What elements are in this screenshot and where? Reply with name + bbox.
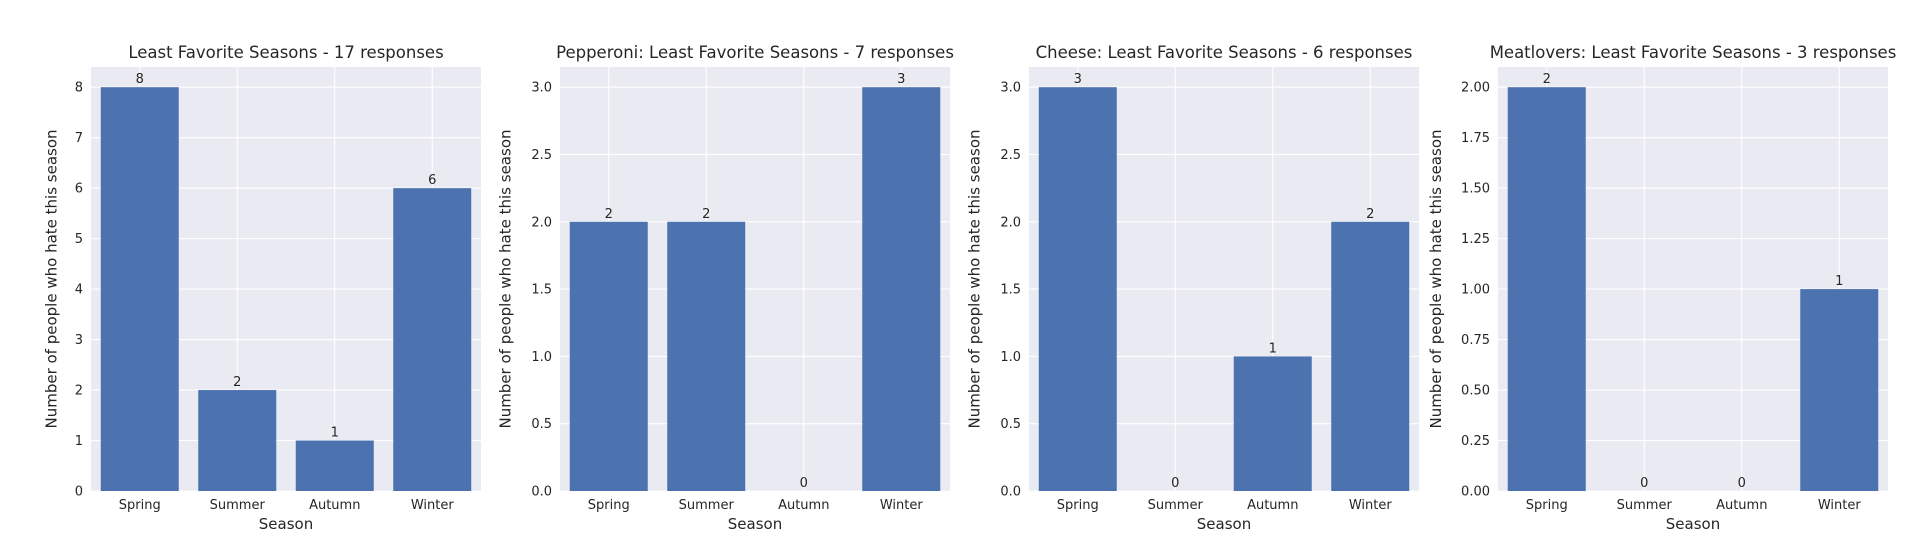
bar-autumn	[1233, 356, 1312, 491]
y-tick-label: 1	[75, 434, 83, 449]
x-tick-label: Summer	[210, 498, 266, 513]
y-tick-label: 0.00	[1461, 485, 1490, 500]
x-tick-label: Autumn	[309, 498, 360, 513]
y-axis-label: Number of people who hate this season	[966, 129, 984, 428]
data-label: 2	[605, 207, 613, 222]
y-tick-label: 1.50	[1461, 182, 1490, 197]
x-tick-label: Spring	[1057, 498, 1099, 513]
bar-winter	[862, 87, 941, 491]
y-tick-label: 1.00	[1461, 283, 1490, 298]
y-axis-label: Number of people who hate this season	[1427, 129, 1445, 428]
y-tick-label: 1.25	[1461, 232, 1490, 247]
bar-summer	[198, 390, 277, 491]
y-tick-label: 2.5	[531, 148, 552, 163]
x-axis-label: Season	[1197, 515, 1251, 533]
x-tick-label: Spring	[588, 498, 630, 513]
x-tick-label: Summer	[1148, 498, 1204, 513]
y-tick-label: 3.0	[531, 81, 552, 96]
chart-title: Pepperoni: Least Favorite Seasons - 7 re…	[556, 43, 954, 62]
data-label: 3	[897, 72, 905, 87]
bar-spring	[1038, 87, 1117, 491]
x-tick-label: Autumn	[778, 498, 829, 513]
bar-spring	[569, 221, 648, 492]
data-label: 2	[1366, 207, 1374, 222]
x-tick-label: Summer	[1617, 498, 1673, 513]
x-tick-label: Autumn	[1247, 498, 1298, 513]
y-tick-label: 0.5	[531, 417, 552, 432]
chart-title: Cheese: Least Favorite Seasons - 6 respo…	[1036, 43, 1413, 62]
y-tick-label: 1.0	[531, 350, 552, 365]
x-tick-label: Spring	[119, 498, 161, 513]
data-label: 3	[1074, 72, 1082, 87]
bar-winter	[393, 188, 472, 491]
data-label: 1	[331, 426, 339, 441]
x-axis-label: Season	[728, 515, 782, 533]
y-tick-label: 6	[75, 182, 83, 197]
y-tick-label: 1.5	[531, 283, 552, 298]
y-tick-label: 0.50	[1461, 384, 1490, 399]
data-label: 0	[1640, 476, 1648, 491]
y-tick-label: 8	[75, 81, 83, 96]
data-label: 0	[800, 476, 808, 491]
data-label: 0	[1738, 476, 1746, 491]
x-tick-label: Winter	[411, 498, 455, 513]
x-tick-label: Autumn	[1716, 498, 1767, 513]
y-tick-label: 2.0	[531, 215, 552, 230]
chart-panel-2: 0.0 0.5 1.0 1.5 2.0 2.5 3.0 2 2 0 3 Spring Summer Aut…	[497, 43, 954, 533]
y-tick-label: 0.0	[1000, 485, 1021, 500]
y-axis-label: Number of people who hate this season	[497, 129, 515, 428]
y-tick-label: 2	[75, 384, 83, 399]
chart-panel-1: 0 1 2 3 4 5 6 7 8 8 2 1 6 Spring Summer Autumn Winter Lea…	[43, 43, 481, 533]
data-label: 2	[1543, 72, 1551, 87]
y-tick-label: 2.00	[1461, 81, 1490, 96]
y-tick-label: 3	[75, 333, 83, 348]
y-tick-label: 0.75	[1461, 333, 1490, 348]
data-label: 2	[233, 375, 241, 390]
bar-winter	[1331, 221, 1410, 492]
chart-title: Least Favorite Seasons - 17 responses	[128, 43, 443, 62]
bar-summer	[667, 221, 746, 492]
y-tick-label: 2.5	[1000, 148, 1021, 163]
bar-winter	[1800, 289, 1879, 491]
y-tick-label: 5	[75, 232, 83, 247]
x-axis-label: Season	[259, 515, 313, 533]
data-label: 6	[428, 173, 436, 188]
y-tick-label: 1.75	[1461, 131, 1490, 146]
y-tick-label: 4	[75, 283, 83, 298]
y-axis-label: Number of people who hate this season	[43, 129, 61, 428]
y-tick-label: 0.0	[531, 485, 552, 500]
x-tick-label: Spring	[1526, 498, 1568, 513]
bar-autumn	[295, 440, 374, 491]
data-label: 1	[1269, 341, 1277, 356]
data-label: 2	[702, 207, 710, 222]
y-tick-label: 7	[75, 131, 83, 146]
y-tick-label: 3.0	[1000, 81, 1021, 96]
y-tick-label: 1.0	[1000, 350, 1021, 365]
x-tick-label: Winter	[1349, 498, 1393, 513]
y-tick-label: 0.5	[1000, 417, 1021, 432]
bar-spring	[100, 87, 179, 491]
chart-panel-3: 0.0 0.5 1.0 1.5 2.0 2.5 3.0 3 0 1 2 Spring Summer Aut…	[966, 43, 1419, 533]
x-tick-label: Winter	[880, 498, 924, 513]
y-tick-label: 2.0	[1000, 215, 1021, 230]
data-label: 0	[1171, 476, 1179, 491]
x-tick-label: Winter	[1818, 498, 1862, 513]
x-tick-label: Summer	[679, 498, 735, 513]
chart-title: Meatlovers: Least Favorite Seasons - 3 r…	[1490, 43, 1897, 62]
data-label: 8	[136, 72, 144, 87]
chart-panel-4: 0.00 0.25 0.50 0.75 1.00 1.25 1.50 1.75 2.00 2 0 0 1…	[1427, 43, 1896, 533]
bar-spring	[1507, 87, 1586, 491]
y-tick-label: 1.5	[1000, 283, 1021, 298]
y-tick-label: 0.25	[1461, 434, 1490, 449]
y-tick-label: 0	[75, 485, 83, 500]
data-label: 1	[1835, 274, 1843, 289]
x-axis-label: Season	[1666, 515, 1720, 533]
